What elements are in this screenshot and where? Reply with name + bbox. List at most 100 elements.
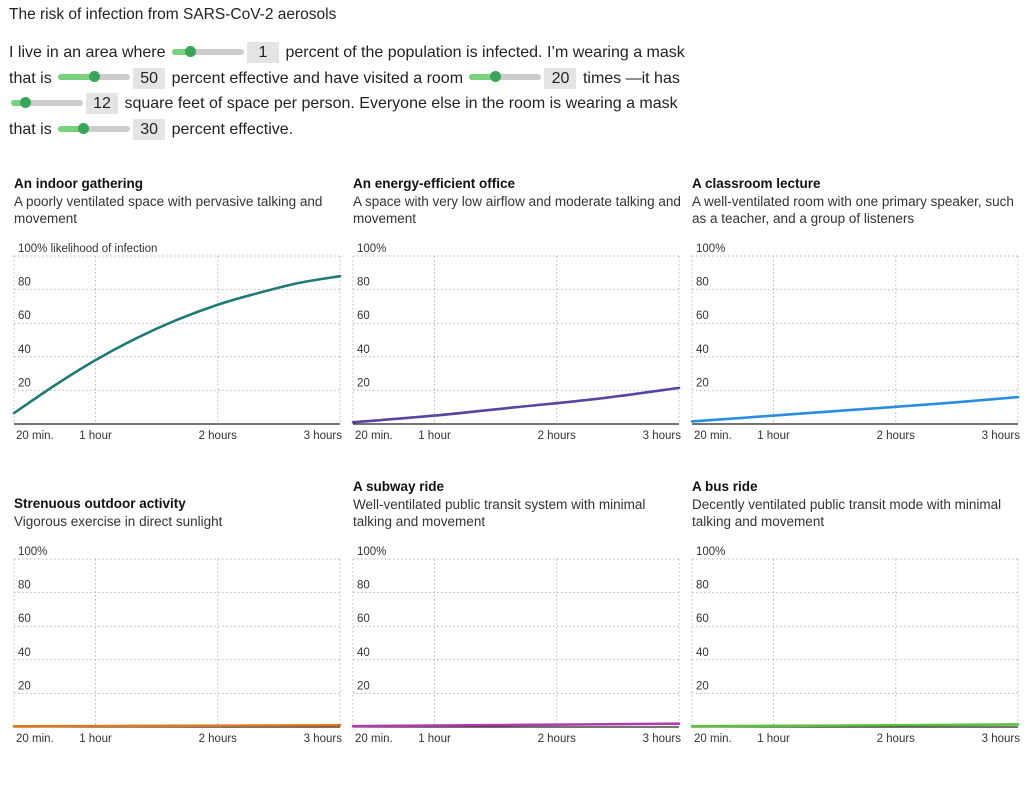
x-tick-label: 1 hour	[79, 733, 112, 745]
intro-text: percent effective.	[171, 121, 294, 139]
x-tick-label: 3 hours	[304, 733, 343, 745]
chart-title: A bus ride	[692, 479, 758, 494]
x-tick-label: 20 min.	[16, 733, 54, 745]
chart-title: An indoor gathering	[14, 176, 143, 191]
chart-bus-ride: A bus ride Decently ventilated public tr…	[688, 479, 1021, 779]
y-tick-label: 40	[18, 647, 31, 659]
y-tick-label: 60	[696, 613, 709, 625]
chart-energy-efficient-office: An energy-efficient office A space with …	[349, 176, 681, 476]
y-tick-label: 20	[696, 680, 709, 692]
others-mask-value[interactable]: 30	[133, 119, 166, 141]
chart-subtitle: A space with very low airflow and modera…	[353, 194, 681, 226]
intro-text: I live in an area where	[9, 44, 166, 61]
x-tick-label: 20 min.	[355, 733, 393, 745]
y-tick-label: 20	[18, 680, 31, 692]
x-tick-label: 20 min.	[355, 430, 393, 442]
x-tick-label: 3 hours	[982, 430, 1021, 442]
chart-subtitle: A well-ventilated room with one primary …	[692, 194, 1014, 226]
chart-subtitle: Decently ventilated public transit mode …	[692, 497, 1002, 529]
y-tick-label: 60	[696, 310, 709, 322]
y-tick-label: 40	[357, 344, 370, 356]
chart-subway-ride: A subway ride Well-ventilated public tra…	[349, 479, 682, 779]
x-tick-label: 1 hour	[418, 733, 451, 745]
y-tick-label: 40	[18, 344, 31, 356]
chart-title: An energy-efficient office	[353, 176, 516, 191]
x-tick-label: 20 min.	[694, 430, 732, 442]
slider-knob[interactable]	[489, 71, 501, 83]
x-tick-label: 1 hour	[757, 430, 790, 442]
series-line	[690, 395, 1020, 423]
y-axis-label: 100%	[696, 546, 725, 558]
infection-rate-value[interactable]: 1	[246, 42, 279, 63]
space-per-person-value[interactable]: 12	[86, 93, 118, 115]
y-tick-label: 80	[696, 580, 709, 592]
line-chart: 20 40 60 80 100% 20 min. 1 hour 2 hours 3 hours	[351, 546, 682, 745]
x-tick-label: 2 hours	[199, 430, 238, 442]
x-tick-label: 1 hour	[79, 430, 112, 442]
space-per-person-slider[interactable]	[11, 97, 83, 109]
x-tick-label: 1 hour	[757, 733, 790, 745]
y-tick-label: 60	[357, 613, 370, 625]
y-tick-label: 80	[696, 277, 709, 289]
chart-classroom-lecture: A classroom lecture A well-ventilated ro…	[688, 176, 1021, 476]
x-tick-label: 20 min.	[694, 733, 732, 745]
y-axis-label: 100%	[696, 243, 725, 255]
x-tick-label: 2 hours	[877, 733, 916, 745]
chart-subtitle: A poorly ventilated space with pervasive…	[14, 194, 323, 226]
x-tick-label: 2 hours	[877, 430, 916, 442]
room-visits-slider[interactable]	[469, 71, 542, 83]
x-tick-label: 20 min.	[16, 430, 54, 442]
x-tick-label: 3 hours	[643, 733, 682, 745]
x-tick-label: 3 hours	[982, 733, 1021, 745]
y-tick-label: 80	[18, 277, 31, 289]
y-tick-label: 60	[18, 613, 31, 625]
y-tick-label: 80	[357, 580, 370, 592]
x-tick-label: 3 hours	[304, 430, 343, 442]
chart-subtitle: Vigorous exercise in direct sunlight	[14, 514, 223, 529]
y-axis-label: 100% likelihood of infection	[18, 243, 157, 255]
chart-title: A subway ride	[353, 479, 445, 494]
series-line	[351, 386, 681, 424]
intro-text: square feet of space per person. Everyon…	[9, 95, 678, 139]
y-tick-label: 40	[696, 647, 709, 659]
y-axis-label: 100%	[357, 546, 386, 558]
intro-text: percent effective and have visited a roo…	[171, 69, 464, 87]
slider-knob[interactable]	[89, 71, 101, 83]
y-tick-label: 80	[357, 277, 370, 289]
series-line	[351, 722, 681, 728]
x-tick-label: 2 hours	[538, 733, 577, 745]
line-chart: 20 40 60 80 100% 20 min. 1 hour 2 hours 3 hours	[690, 546, 1021, 745]
slider-knob[interactable]	[20, 97, 32, 109]
y-tick-label: 20	[696, 377, 709, 389]
y-tick-label: 60	[18, 310, 31, 322]
mask-effectiveness-slider[interactable]	[58, 71, 131, 83]
room-visits-value[interactable]: 20	[544, 67, 577, 89]
line-chart: 20 40 60 80 100% likelihood of infection 20 m…	[12, 243, 343, 442]
line-chart: 20 40 60 80 100% 20 min. 1 hour 2 hours 3 hours	[12, 546, 343, 745]
series-line	[12, 724, 342, 728]
intro-text: times —it has	[582, 69, 680, 87]
slider-knob[interactable]	[78, 122, 90, 134]
y-tick-label: 80	[18, 580, 31, 592]
others-mask-slider[interactable]	[58, 122, 131, 134]
x-tick-label: 2 hours	[538, 430, 577, 442]
scenario-controls: I live in an area where 1 percent of the…	[9, 40, 699, 143]
page-title: The risk of infection from SARS-CoV-2 ae…	[9, 6, 337, 23]
y-axis-label: 100%	[357, 243, 386, 255]
infection-rate-slider[interactable]	[171, 45, 244, 57]
chart-subtitle: Well-ventilated public transit system wi…	[353, 497, 646, 529]
series-line	[690, 723, 1020, 728]
x-tick-label: 2 hours	[199, 733, 238, 745]
line-chart: 20 40 60 80 100% 20 min. 1 hour 2 hours 3 hours	[690, 243, 1021, 442]
y-tick-label: 40	[357, 647, 370, 659]
y-axis-label: 100%	[18, 546, 47, 558]
chart-title: A classroom lecture	[692, 176, 821, 191]
x-tick-label: 1 hour	[418, 430, 451, 442]
chart-title: Strenuous outdoor activity	[14, 496, 186, 511]
line-chart: 20 40 60 80 100% 20 min. 1 hour 2 hours 3 hours	[351, 243, 681, 442]
y-tick-label: 20	[357, 377, 370, 389]
y-tick-label: 20	[357, 680, 370, 692]
chart-indoor-gathering: An indoor gathering A poorly ventilated …	[10, 176, 343, 476]
slider-knob[interactable]	[184, 45, 196, 57]
mask-effectiveness-value[interactable]: 50	[133, 67, 166, 89]
